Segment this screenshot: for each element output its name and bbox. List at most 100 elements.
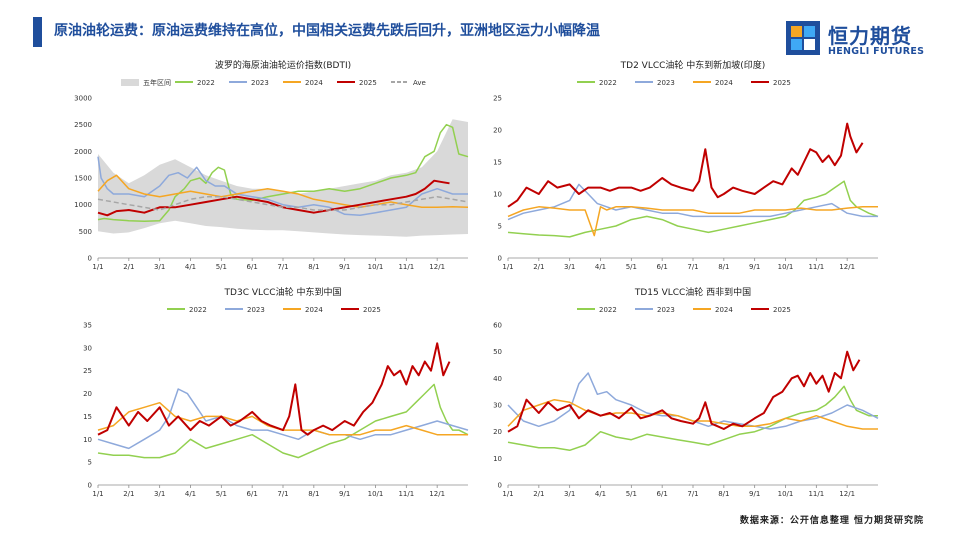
x-tick-label: 9/1 (339, 263, 350, 271)
x-tick-label: 10/1 (368, 490, 384, 498)
legend-label: 2025 (363, 306, 381, 314)
chart-td2: TD2 VLCC油轮 中东到新加坡(印度) 2022 2023 2024 2025 0 5 1… (470, 58, 910, 288)
x-tick-label: 1/1 (502, 490, 513, 498)
x-tick-label: 4/1 (595, 490, 606, 498)
y-tick-label: 10 (493, 191, 502, 199)
x-tick-label: 11/1 (398, 263, 414, 271)
y-tick-label: 30 (83, 344, 92, 352)
y-tick-label: 0 (498, 482, 502, 490)
x-tick-label: 11/1 (398, 490, 414, 498)
chart-svg: TD15 VLCC油轮 西非到中国 2022 2023 2024 2025 0 10 20 30… (493, 286, 879, 498)
x-tick-label: 12/1 (839, 490, 855, 498)
y-tick-label: 3000 (74, 95, 92, 103)
y-tick-label: 5 (88, 459, 92, 467)
legend-label: 2024 (715, 306, 733, 314)
y-tick-label: 15 (493, 159, 502, 167)
y-tick-label: 25 (83, 367, 92, 375)
series-line-2024 (507, 206, 878, 237)
legend-item-2022: 2022 (577, 79, 617, 87)
y-tick-label: 50 (493, 348, 502, 356)
legend-item-2023: 2023 (229, 79, 269, 87)
legend-item--: 五年区间 (121, 78, 171, 87)
y-tick-label: 20 (493, 127, 502, 135)
x-tick-label: 5/1 (216, 490, 227, 498)
y-tick-label: 1500 (74, 175, 92, 183)
x-tick-label: 2/1 (123, 490, 134, 498)
legend-item-2025: 2025 (337, 79, 377, 87)
x-tick-label: 12/1 (429, 490, 445, 498)
x-tick-label: 3/1 (564, 263, 575, 271)
legend-item-2025: 2025 (751, 79, 791, 87)
chart-title: TD2 VLCC油轮 中东到新加坡(印度) (620, 59, 766, 71)
series-line-2023 (97, 388, 469, 450)
x-tick-label: 8/1 (308, 263, 319, 271)
x-tick-label: 4/1 (595, 263, 606, 271)
series-line-2024 (97, 174, 469, 209)
y-tick-label: 35 (83, 322, 92, 330)
x-tick-label: 4/1 (185, 263, 196, 271)
y-tick-label: 0 (88, 482, 92, 490)
y-tick-label: 1000 (74, 201, 92, 209)
x-tick-label: 5/1 (216, 263, 227, 271)
y-tick-label: 25 (493, 95, 502, 103)
chart-title: TD3C VLCC油轮 中东到中国 (224, 286, 342, 298)
x-tick-label: 2/1 (533, 490, 544, 498)
y-tick-label: 10 (493, 455, 502, 463)
legend-label: 2023 (657, 306, 675, 314)
company-logo: 恒力期货 HENGLI FUTURES (786, 20, 936, 60)
x-tick-label: 1/1 (92, 263, 103, 271)
y-tick-label: 15 (83, 413, 92, 421)
y-tick-label: 500 (79, 228, 92, 236)
legend-item-2024: 2024 (693, 306, 733, 314)
x-tick-label: 9/1 (339, 490, 350, 498)
y-tick-label: 60 (493, 322, 502, 330)
series-line-2025 (97, 342, 451, 436)
legend-label: 2023 (247, 306, 265, 314)
x-tick-label: 9/1 (749, 490, 760, 498)
x-tick-label: 6/1 (247, 263, 258, 271)
x-tick-label: 7/1 (687, 263, 698, 271)
x-tick-label: 2/1 (123, 263, 134, 271)
chart-title: 波罗的海原油油轮运价指数(BDTI) (215, 59, 351, 71)
page-title: 原油油轮运费：原油运费维持在高位，中国相关运费先跌后回升，亚洲地区运力小幅降温 (54, 23, 600, 39)
x-tick-label: 6/1 (657, 490, 668, 498)
legend-label: 2022 (599, 306, 617, 314)
x-tick-label: 2/1 (533, 263, 544, 271)
legend-label: 2022 (599, 79, 617, 87)
logo-text-en: HENGLI FUTURES (828, 46, 925, 57)
y-tick-label: 40 (493, 375, 502, 383)
legend-item-2024: 2024 (693, 79, 733, 87)
x-tick-label: 6/1 (657, 263, 668, 271)
x-tick-label: 6/1 (247, 490, 258, 498)
legend-label: 五年区间 (143, 78, 171, 87)
x-tick-label: 11/1 (808, 263, 824, 271)
legend-label: 2025 (773, 79, 791, 87)
y-tick-label: 20 (493, 428, 502, 436)
legend-label: 2024 (305, 79, 323, 87)
x-tick-label: 11/1 (808, 490, 824, 498)
chart-svg: TD2 VLCC油轮 中东到新加坡(印度)2022 2023 2024 2025051… (493, 59, 879, 271)
x-tick-label: 3/1 (154, 490, 165, 498)
y-tick-label: 10 (83, 436, 92, 444)
series-line-2025 (507, 122, 864, 208)
y-tick-label: 30 (493, 402, 502, 410)
series-line-ave (97, 195, 469, 211)
chart-title: TD15 VLCC油轮 西非到中国 (634, 286, 751, 298)
legend-swatch (121, 79, 139, 86)
logo-text-cn: 恒力期货 (828, 24, 912, 48)
legend-item-2023: 2023 (225, 306, 265, 314)
legend-label: 2024 (305, 306, 323, 314)
x-tick-label: 8/1 (718, 490, 729, 498)
x-tick-label: 8/1 (718, 263, 729, 271)
legend-item-2022: 2022 (577, 306, 617, 314)
y-tick-label: 2000 (74, 148, 92, 156)
legend-label: 2022 (197, 79, 215, 87)
five-year-range-band (98, 119, 468, 237)
chart-td3c: TD3C VLCC油轮 中东到中国 2022 2023 2024 2025 0 5 10 15 2… (60, 285, 500, 515)
source-note: 数据来源：公开信息整理 恒力期货研究院 (739, 516, 924, 526)
legend-label: Ave (413, 79, 426, 87)
x-tick-label: 12/1 (429, 263, 445, 271)
x-tick-label: 9/1 (749, 263, 760, 271)
legend-item-2023: 2023 (635, 79, 675, 87)
x-tick-label: 1/1 (502, 263, 513, 271)
